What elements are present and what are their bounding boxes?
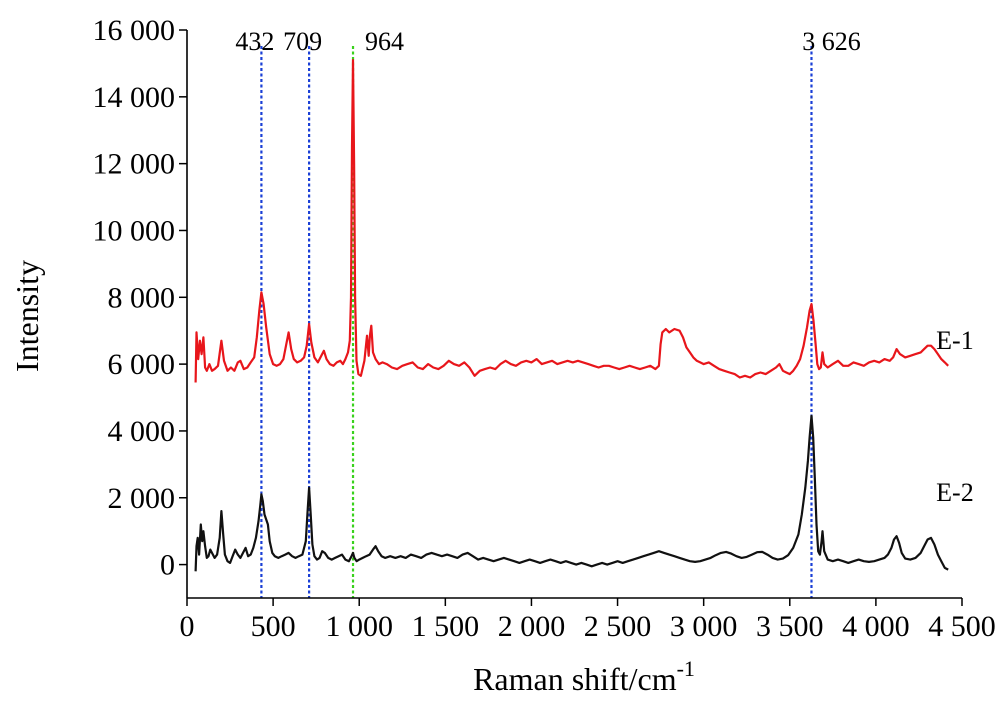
y-tick-label: 6 000 <box>108 348 176 381</box>
peak-label: 964 <box>365 27 404 56</box>
x-tick-label: 4 500 <box>928 610 996 643</box>
y-axis-title: Intensity <box>9 260 45 372</box>
x-tick-label: 1 500 <box>412 610 480 643</box>
reference-lines <box>260 46 813 598</box>
series-label: E-1 <box>936 326 974 355</box>
peak-label: 432 <box>235 27 274 56</box>
x-tick-label: 2 500 <box>584 610 652 643</box>
y-tick-label: 0 <box>160 549 175 582</box>
annotations: E-1 E-2 432 709 964 3 626 <box>235 27 973 507</box>
series-line <box>194 59 949 383</box>
y-tick-label: 2 000 <box>108 482 176 515</box>
data-series <box>194 59 949 572</box>
x-axis-title-text: Raman shift/cm <box>473 661 677 697</box>
x-axis-title-superscript: -1 <box>677 656 695 681</box>
series-line <box>194 414 949 572</box>
y-tick-label: 8 000 <box>108 281 176 314</box>
series-label: E-2 <box>936 478 974 507</box>
axes: 0 2 000 4 000 6 000 8 000 10 000 12 000 14 000 1… <box>93 14 996 643</box>
x-tick-label: 0 <box>180 610 195 643</box>
y-tick-label: 10 000 <box>93 214 176 247</box>
x-tick-label: 500 <box>251 610 296 643</box>
x-tick-label: 1 000 <box>325 610 393 643</box>
peak-label: 709 <box>283 27 322 56</box>
peak-label: 3 626 <box>802 27 861 56</box>
y-tick-label: 12 000 <box>93 148 176 181</box>
y-tick-label: 16 000 <box>93 14 176 47</box>
y-tick-label: 4 000 <box>108 415 176 448</box>
x-axis-title: Raman shift/cm-1 <box>473 656 695 697</box>
x-tick-label: 4 000 <box>842 610 910 643</box>
x-tick-label: 3 000 <box>670 610 738 643</box>
y-tick-label: 14 000 <box>93 81 176 114</box>
x-tick-label: 2 000 <box>498 610 566 643</box>
x-tick-label: 3 500 <box>756 610 824 643</box>
